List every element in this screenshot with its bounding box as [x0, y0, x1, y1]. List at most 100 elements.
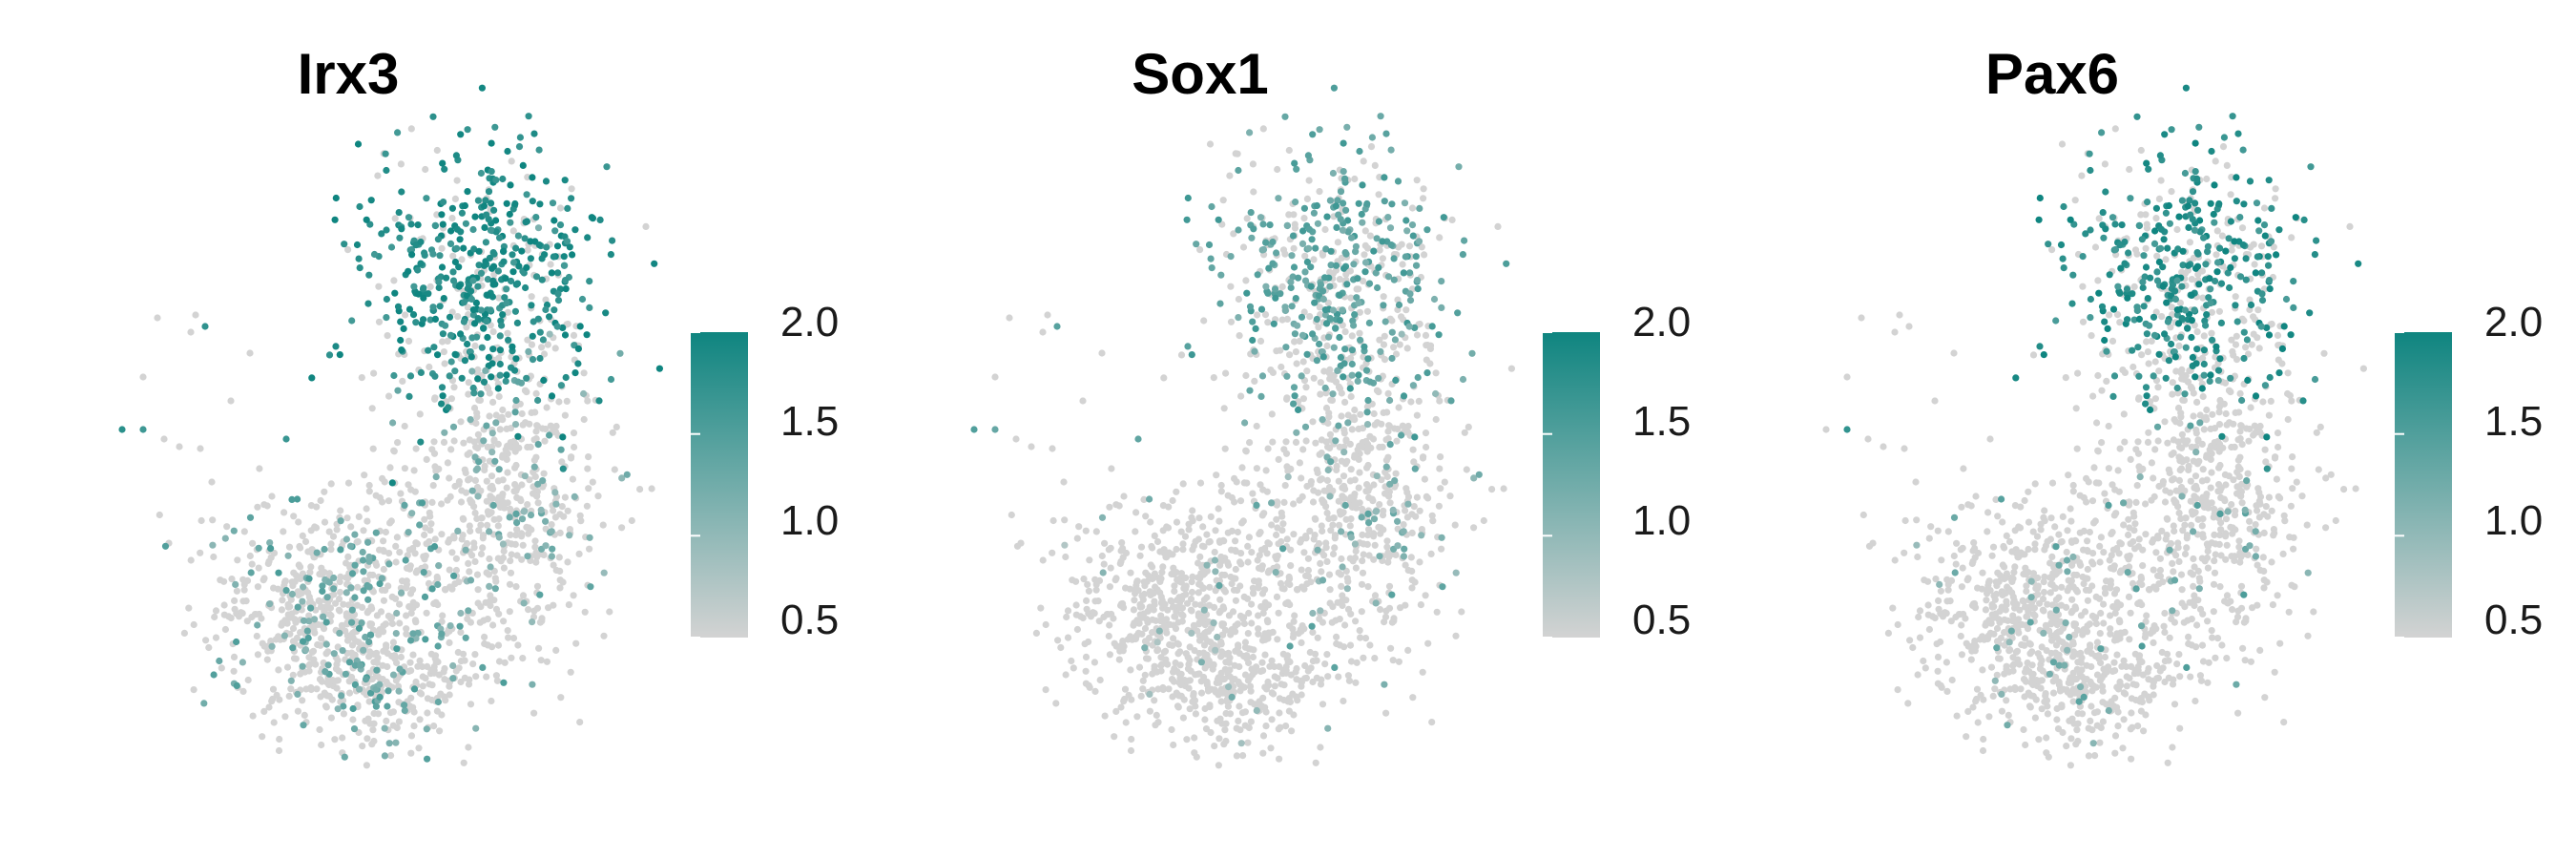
cell-point [1332, 617, 1340, 624]
cell-point [495, 610, 503, 618]
cell-point [2256, 646, 2264, 655]
cell-point [583, 502, 592, 510]
cell-point [255, 564, 262, 572]
cell-point [1284, 598, 1292, 606]
cell-point [1321, 306, 1329, 314]
cell-point [275, 746, 283, 755]
cell-point [2254, 507, 2261, 514]
cell-point [2142, 531, 2150, 538]
cell-point [2287, 502, 2295, 510]
cell-point [1259, 694, 1267, 702]
cell-point [2142, 211, 2150, 219]
cell-point [287, 596, 295, 603]
cell-point [1189, 546, 1196, 554]
cell-point [1191, 749, 1198, 757]
cell-point [1142, 513, 1150, 520]
cell-point [1323, 476, 1331, 484]
cell-point [607, 375, 615, 384]
cell-point [366, 648, 374, 656]
cell-point [311, 629, 319, 637]
cell-point [1332, 378, 1340, 386]
cell-point [1235, 166, 1242, 175]
cell-point [2193, 328, 2201, 336]
cell-point [390, 277, 398, 284]
cell-point [1257, 337, 1265, 345]
cell-point [284, 552, 292, 559]
cell-point [381, 752, 388, 760]
cell-point [1174, 639, 1181, 647]
cell-point [319, 571, 326, 578]
cell-point [1108, 610, 1115, 618]
cell-point [1212, 568, 1219, 576]
cell-point [553, 242, 562, 250]
cell-point [456, 236, 464, 243]
cell-point [2273, 475, 2280, 483]
cell-point [554, 269, 562, 277]
cell-point [382, 528, 389, 536]
cell-point [2170, 522, 2177, 530]
cell-point [2245, 437, 2253, 445]
cell-point [2151, 446, 2159, 453]
cell-point [2089, 550, 2097, 557]
cell-point [1351, 451, 1359, 459]
cell-point [359, 743, 366, 750]
cell-point [2293, 478, 2300, 486]
cell-point [1222, 659, 1230, 666]
cell-point [2127, 455, 2134, 463]
cell-point [1287, 278, 1295, 286]
cell-point [542, 178, 551, 185]
cell-point [524, 553, 531, 560]
cell-point [1438, 545, 1445, 553]
cell-point [447, 492, 454, 501]
cell-point [1200, 616, 1208, 623]
cell-point [473, 514, 481, 523]
cell-point [521, 235, 529, 242]
cell-point [2116, 445, 2124, 452]
cell-point [376, 580, 384, 588]
cell-point [1153, 537, 1162, 546]
cell-point [1127, 666, 1134, 674]
cell-point [240, 528, 248, 535]
cell-point [469, 384, 477, 392]
cell-point [287, 677, 295, 684]
cell-point [373, 561, 381, 569]
cell-point [580, 369, 588, 377]
cell-point [2073, 445, 2081, 452]
cell-point [1323, 342, 1331, 349]
cell-point [559, 465, 567, 472]
cell-point [438, 500, 446, 508]
cell-point [1203, 681, 1211, 689]
cell-point [490, 250, 498, 258]
cell-point [1221, 726, 1229, 734]
cell-point [300, 617, 308, 624]
cell-point [2281, 517, 2289, 525]
cell-point [523, 388, 530, 396]
cell-point [460, 299, 467, 306]
cell-point [2097, 534, 2105, 541]
cell-point [405, 529, 412, 536]
cell-point [2233, 332, 2240, 340]
cell-point [2203, 416, 2211, 424]
cell-point [325, 578, 333, 586]
cell-point [337, 517, 344, 525]
cell-point [336, 629, 343, 638]
cell-point [2216, 532, 2224, 539]
cell-point [1188, 588, 1196, 597]
cell-point [1152, 617, 1160, 624]
cell-point [2247, 658, 2254, 665]
cell-point [1317, 379, 1324, 387]
cell-point [1227, 283, 1235, 290]
cell-point [1326, 197, 1334, 204]
cell-point [1334, 367, 1341, 374]
cell-point [2211, 505, 2218, 513]
cell-point [1383, 537, 1391, 545]
cell-point [448, 549, 456, 556]
cell-point [1320, 487, 1328, 494]
cell-point [1239, 243, 1248, 251]
cell-point [2173, 225, 2181, 234]
cell-point [299, 532, 306, 540]
cell-point [1196, 246, 1204, 254]
cell-point [1291, 159, 1298, 167]
cell-point [457, 498, 466, 506]
cell-point [1028, 443, 1035, 450]
